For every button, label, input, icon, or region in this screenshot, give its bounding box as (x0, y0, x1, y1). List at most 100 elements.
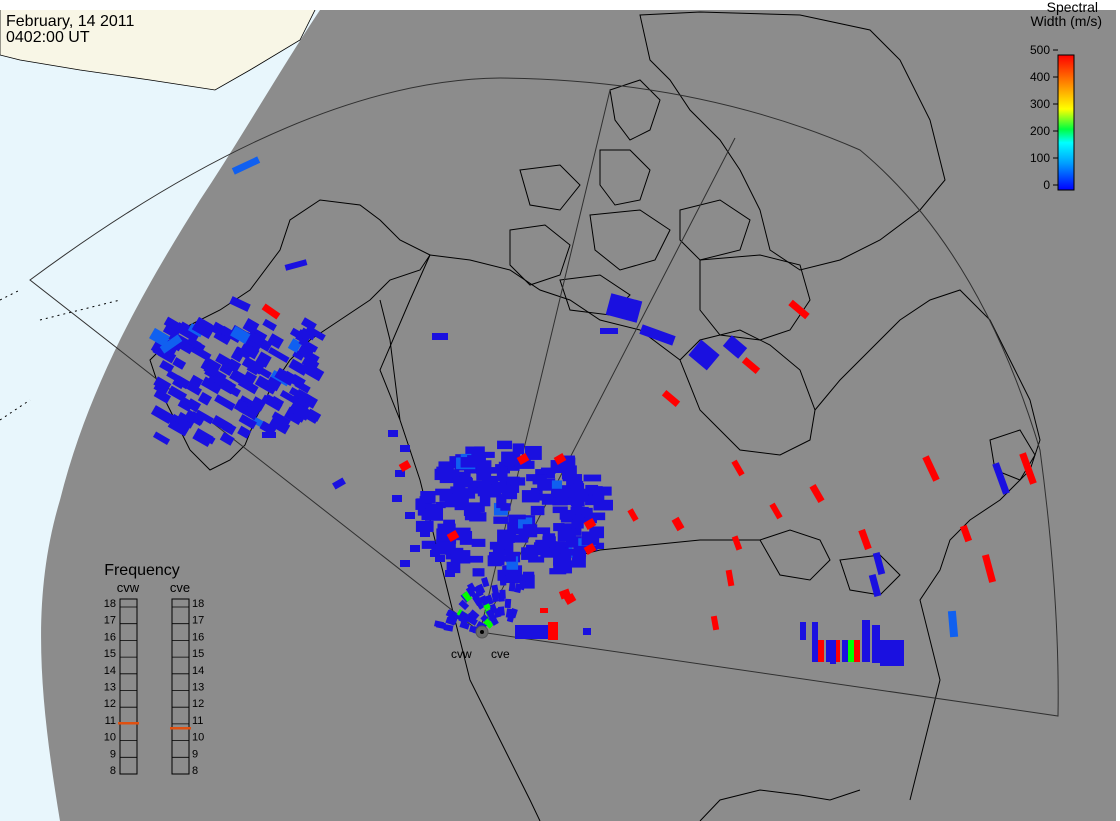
echo-cell (868, 573, 882, 598)
echo-cell (262, 318, 277, 332)
frequency-tick-label: 9 (192, 748, 198, 760)
echo-cell (872, 551, 886, 576)
echo-cell (398, 460, 412, 472)
echo-cell (571, 520, 584, 529)
freq-radar-label-cve: cve (170, 580, 190, 595)
echo-cell (848, 640, 854, 662)
echo-cell (688, 339, 720, 371)
frequency-tick-label: 11 (105, 715, 116, 727)
right-edge (1116, 0, 1120, 821)
echo-cell (392, 495, 402, 502)
echo-cell (741, 357, 761, 374)
echo-cell (514, 583, 523, 594)
echo-cell (226, 358, 242, 374)
radar-label-cve: cve (491, 647, 510, 661)
echo-cell (639, 324, 676, 346)
echo-cell (163, 316, 182, 333)
echo-cell (497, 529, 515, 543)
frequency-tick-label: 16 (104, 631, 116, 643)
echo-cell (504, 598, 512, 609)
echo-cell (192, 428, 214, 448)
echo-cell (834, 640, 840, 662)
echo-cell (510, 477, 526, 486)
echo-cell (438, 468, 453, 479)
echo-cell (479, 493, 491, 507)
frequency-tick-label: 18 (192, 598, 204, 610)
echo-cell (558, 588, 572, 600)
echo-cell (435, 621, 447, 630)
echo-cell (458, 614, 470, 625)
echo-cell (474, 586, 484, 598)
echo-cell (419, 496, 435, 504)
echo-cell (152, 431, 171, 445)
echo-cell (203, 363, 219, 378)
echo-cell (480, 451, 495, 458)
echo-cell (159, 360, 175, 374)
echo-cell (290, 395, 311, 411)
echo-cell (263, 393, 280, 408)
echo-cell (153, 376, 172, 393)
echo-cell (300, 317, 317, 332)
echo-cell (450, 549, 464, 563)
echo-cell (159, 334, 183, 354)
echo-cell (219, 362, 234, 376)
echo-cell (259, 420, 277, 436)
colorbar-tick-label: 400 (1030, 70, 1050, 84)
echo-cell (288, 358, 309, 376)
echo-cell (671, 516, 685, 532)
echo-cell (464, 465, 483, 474)
echo-cell (219, 432, 235, 446)
echo-cell (400, 560, 410, 567)
frequency-tick-label: 13 (104, 682, 116, 694)
colorbar-tick-label: 0 (1043, 178, 1050, 192)
echo-cell (175, 411, 196, 429)
frequency-tick-label: 17 (104, 615, 116, 627)
echo-cell (818, 640, 824, 662)
echo-cell (233, 399, 249, 414)
echo-cell (570, 500, 585, 507)
echo-cell (842, 640, 848, 662)
echo-cell (230, 325, 251, 345)
echo-cell (484, 490, 502, 498)
echo-cell (438, 461, 456, 469)
frequency-tick-label: 10 (104, 732, 116, 744)
echo-cell (541, 497, 556, 505)
echo-cell (722, 335, 748, 359)
echo-cell (454, 476, 473, 484)
echo-cell (505, 573, 518, 583)
echo-cell (420, 530, 430, 537)
echo-cell (565, 465, 577, 478)
echo-cell (186, 382, 202, 396)
echo-cell (472, 568, 485, 577)
colorbar-title-2: Width (m/s) (1030, 13, 1102, 29)
echo-cell (166, 370, 186, 386)
echo-cell (510, 523, 523, 535)
echo-cell (405, 512, 415, 519)
echo-cell (788, 299, 810, 320)
echo-cell (200, 376, 223, 395)
radar-site-marker (475, 625, 489, 639)
frequency-tick-label: 18 (104, 598, 116, 610)
echo-cell (446, 616, 457, 625)
echo-cell (283, 406, 305, 426)
echo-cell (497, 440, 513, 450)
echo-cell (214, 376, 233, 391)
echo-cell (295, 390, 318, 409)
echo-cell (298, 337, 319, 353)
echo-cell (305, 325, 326, 341)
graticule-outer (0, 289, 121, 421)
echo-cell (502, 565, 523, 576)
echo-cell (581, 531, 600, 546)
echo-cell (585, 484, 599, 495)
echo-cell (388, 430, 398, 437)
echo-cell (492, 589, 500, 600)
echo-cell (172, 357, 187, 370)
echo-cell (481, 577, 490, 588)
echo-cell (858, 528, 872, 551)
echo-cell (435, 488, 453, 496)
echo-cell (531, 527, 551, 535)
echo-cell (465, 586, 476, 597)
echo-cell (499, 575, 507, 585)
frequency-tick-label: 11 (192, 715, 203, 727)
